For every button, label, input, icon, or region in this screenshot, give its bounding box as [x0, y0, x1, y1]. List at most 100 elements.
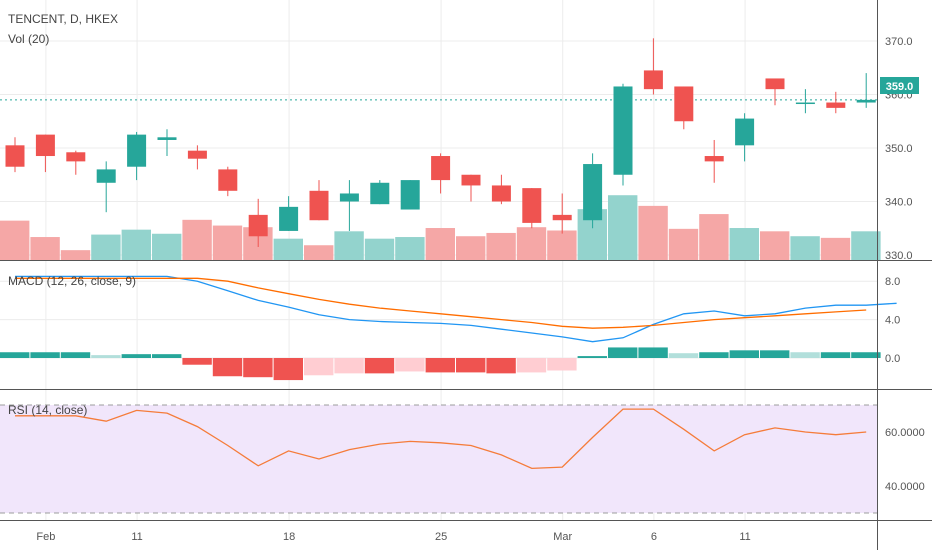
volume-bar — [668, 228, 699, 260]
rsi-label: RSI (14, close) — [8, 403, 87, 417]
candle-body — [491, 185, 511, 202]
macd-histogram-bar — [577, 356, 607, 358]
volume-bar — [608, 195, 638, 260]
macd-label: MACD (12, 26, close, 9) — [8, 274, 136, 288]
candlesticks — [5, 38, 876, 247]
volume-bar — [790, 236, 820, 260]
macd-lines — [0, 275, 897, 381]
rsi-tick-label: 60.0000 — [885, 427, 925, 439]
price-tick-label: 330.0 — [885, 250, 913, 262]
candle-body — [856, 99, 876, 103]
macd-histogram-bar — [851, 352, 881, 358]
volume-bar — [547, 230, 577, 260]
macd-histogram-bar — [0, 352, 30, 358]
volume-bar — [456, 236, 486, 260]
volume-bar — [760, 231, 790, 260]
volume-bar — [121, 229, 151, 260]
volume-bar — [60, 250, 91, 260]
macd-histogram-bar — [699, 352, 729, 358]
macd-histogram-bar — [425, 358, 455, 373]
macd-histogram-bar — [91, 355, 121, 358]
volume-bar — [212, 225, 243, 260]
volume-bar — [516, 227, 547, 260]
time-tick-label: 25 — [435, 531, 447, 543]
volume-bar — [729, 228, 759, 260]
volume-bar — [304, 245, 334, 260]
macd-histogram-bar — [182, 358, 212, 365]
volume-bar — [425, 228, 455, 260]
candle-body — [127, 134, 147, 167]
time-tick-label: 11 — [739, 531, 750, 543]
price-tick-label: 370.0 — [885, 36, 913, 48]
candle-body — [643, 70, 663, 90]
price-tick-label: 340.0 — [885, 197, 913, 209]
candle-body — [279, 206, 299, 231]
macd-histogram-bar — [304, 358, 334, 376]
candle-body — [248, 214, 268, 237]
volume-bar — [395, 237, 425, 260]
macd-histogram-bar — [729, 350, 759, 358]
macd-tick-label: 8.0 — [885, 276, 900, 288]
volume-bar — [334, 231, 364, 260]
macd-histogram-bar — [60, 352, 91, 358]
candle-body — [613, 86, 633, 175]
macd-histogram-bar — [820, 352, 851, 358]
macd-line — [15, 275, 897, 343]
volume-bar — [273, 238, 303, 260]
candle-body — [5, 145, 25, 167]
symbol-title: TENCENT, D, HKEX — [8, 12, 118, 26]
volume-bar — [152, 233, 182, 260]
macd-histogram-bar — [152, 354, 182, 358]
volume-bar — [182, 219, 212, 260]
macd-histogram-bar — [638, 347, 668, 358]
time-tick-label: Feb — [36, 531, 55, 543]
time-tick-label: 18 — [283, 531, 295, 543]
macd-histogram-bar — [334, 358, 364, 374]
macd-histogram-bar — [273, 358, 303, 381]
candle-body — [66, 152, 86, 162]
time-tick-label: 6 — [651, 531, 657, 543]
rsi-band-fill — [0, 405, 877, 513]
candle-body — [674, 86, 694, 122]
candle-body — [431, 156, 451, 181]
macd-histogram-bar — [516, 358, 547, 373]
macd-histogram-bar — [760, 350, 790, 358]
price-tick-label: 350.0 — [885, 143, 913, 155]
volume-bar — [30, 237, 60, 260]
candle-body — [309, 190, 329, 221]
last-price-badge: 359.0 — [880, 77, 919, 94]
last-price-value: 359.0 — [886, 81, 914, 93]
candle-body — [552, 214, 572, 221]
volume-bar — [91, 234, 121, 260]
macd-tick-label: 4.0 — [885, 315, 900, 327]
macd-histogram-bar — [668, 353, 699, 358]
candle-body — [795, 102, 815, 105]
macd-histogram-bar — [121, 354, 151, 358]
candle-body — [157, 137, 177, 140]
macd-histogram-bar — [243, 358, 273, 378]
candle-body — [96, 169, 116, 183]
volume-bar — [638, 205, 668, 260]
macd-histogram-bar — [212, 358, 243, 377]
volume-label: Vol (20) — [8, 32, 49, 46]
candle-body — [826, 102, 846, 108]
candle-body — [583, 164, 603, 221]
candle-body — [35, 134, 55, 157]
candle-body — [339, 193, 359, 202]
macd-histogram-bar — [364, 358, 395, 374]
candle-body — [461, 174, 481, 186]
volume-bar — [699, 214, 729, 260]
volume-bar — [364, 238, 395, 260]
candle-body — [187, 150, 207, 159]
volume-bar — [486, 232, 516, 260]
macd-histogram-bar — [486, 358, 516, 374]
macd-histogram-bar — [30, 352, 60, 358]
time-tick-label: Mar — [553, 531, 572, 543]
candle-body — [704, 156, 724, 162]
candle-body — [522, 188, 542, 223]
candle-body — [370, 182, 390, 205]
rsi-line-path — [15, 408, 867, 470]
